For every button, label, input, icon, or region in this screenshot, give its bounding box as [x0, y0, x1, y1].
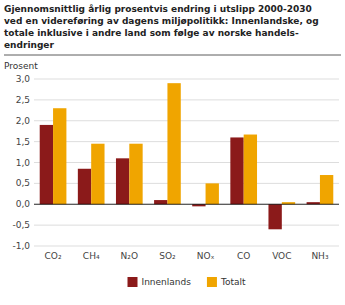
x-tick-label: CO₂: [45, 251, 62, 261]
zero-line: [34, 204, 339, 205]
bars: [40, 83, 334, 229]
legend-swatch: [207, 277, 217, 287]
legend: Innenlands Totalt: [128, 277, 246, 287]
y-tick-label: 2,0: [16, 116, 31, 126]
legend-label: Totalt: [220, 277, 246, 287]
bar: [206, 183, 219, 204]
x-tick-label: CH₄: [83, 251, 100, 261]
y-tick-label: 0,0: [16, 199, 31, 209]
x-tick-label: NOₓ: [197, 251, 215, 261]
y-tick-label: 1,5: [16, 137, 30, 147]
bar: [53, 108, 66, 204]
bar: [230, 137, 243, 204]
chart: Gjennomsnittlig årlig prosentvis endring…: [0, 0, 345, 305]
legend-label: Innenlands: [142, 277, 192, 287]
y-tick-label: 1,0: [16, 158, 31, 168]
y-tick-label: -0,5: [12, 220, 30, 230]
bar: [268, 204, 281, 229]
x-tick-label: CO: [237, 251, 250, 261]
grid-line: [34, 162, 339, 163]
title: Gjennomsnittlig årlig prosentvis endring…: [4, 4, 319, 50]
bar: [244, 135, 257, 205]
grid-line: [34, 204, 339, 205]
grid-line: [34, 120, 339, 121]
bar: [78, 169, 91, 204]
grid-line: [34, 225, 339, 226]
separator: [4, 55, 341, 56]
bar: [91, 144, 104, 205]
bar: [154, 200, 167, 204]
grid-line: [34, 99, 339, 100]
grid-line: [34, 141, 339, 142]
bar: [167, 83, 180, 204]
y-label: Prosent: [4, 61, 38, 71]
x-tick-label: VOC: [272, 251, 291, 261]
x-tick-label: N₂O: [121, 251, 138, 261]
bar: [116, 158, 129, 204]
bar: [320, 175, 333, 204]
x-tick-label: SO₂: [159, 251, 176, 261]
y-tick-label: 2,5: [16, 95, 30, 105]
legend-swatch: [128, 277, 138, 287]
y-tick-label: 0,5: [16, 178, 30, 188]
y-tick-label: 3,0: [16, 74, 31, 84]
bar: [129, 144, 142, 205]
x-tick-label: NH₃: [311, 251, 329, 261]
y-tick-label: -1,0: [12, 241, 30, 251]
grid-line: [34, 246, 339, 247]
grid-line: [34, 79, 339, 80]
bar: [40, 125, 53, 204]
